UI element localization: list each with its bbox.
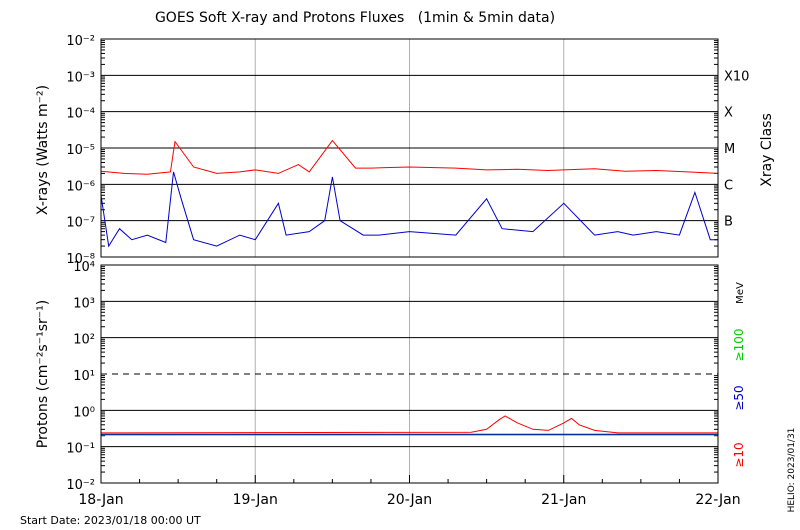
y-tick-label: 10⁻⁶ [66,179,95,194]
y-tick-label: 10¹ [73,369,95,384]
x-tick-label: 18-Jan [78,492,123,508]
y-tick-label: 10⁰ [73,405,95,420]
y-tick-label: 10³ [73,296,95,311]
x-tick-label: 21-Jan [541,492,586,508]
xray-class-label: B [724,215,733,230]
proton-legend-entry: ≥100 [732,329,746,362]
proton-y-axis-title: Protons (cm⁻²s⁻¹sr⁻¹) [35,300,51,449]
y-tick-label: 10⁻⁵ [66,143,95,158]
y-tick-label: 10⁴ [73,260,95,275]
xray-class-label: C [724,178,733,193]
proton-legend-entry: ≥10 [732,442,746,467]
x-tick-label: 19-Jan [233,492,278,508]
xray-panel: 10⁻⁸ 10⁻⁷ 10⁻⁶ 10⁻⁵ 10⁻⁴ 10⁻³ 10⁻² B C M X X10 Xray … [35,34,775,267]
x-tick-label: 22-Jan [695,492,740,508]
y-tick-label: 10⁻⁷ [66,216,95,231]
y-tick-label: 10⁻³ [66,70,95,85]
xray-class-label: X10 [724,69,749,84]
proton-panel: 10⁻² 10⁻¹ 10⁰ 10¹ 10² 10³ 10⁴ Protons (cm⁻²s⁻¹s… [35,260,746,508]
xray-frame [100,38,719,258]
chart-title: GOES Soft X-ray and Protons Fluxes (1min… [155,10,555,26]
y-tick-label: 10⁻¹ [66,442,95,457]
proton-legend-entry: ≥50 [732,385,746,410]
x-tick-label: 20-Jan [387,492,432,508]
xray-y-axis-title: X-rays (Watts m⁻²) [35,85,51,215]
proton-10mev-series [100,415,718,434]
mev-unit-label: MeV [735,282,746,304]
xray-class-label: M [724,142,735,157]
xray-class-axis-title: Xray Class [759,113,775,187]
helio-stamp: HELIO: 2023/01/31 [787,428,797,513]
y-tick-label: 10⁻² [66,34,95,49]
xray-class-label: X [724,106,733,121]
y-tick-label: 10² [73,333,95,348]
xray-short-series [100,171,718,248]
y-tick-label: 10⁻² [66,478,95,493]
start-date-label: Start Date: 2023/01/18 00:00 UT [20,514,201,527]
y-tick-label: 10⁻⁴ [66,107,95,122]
xray-long-series [100,139,719,175]
y-tick-label: 10⁻⁸ [66,252,95,267]
